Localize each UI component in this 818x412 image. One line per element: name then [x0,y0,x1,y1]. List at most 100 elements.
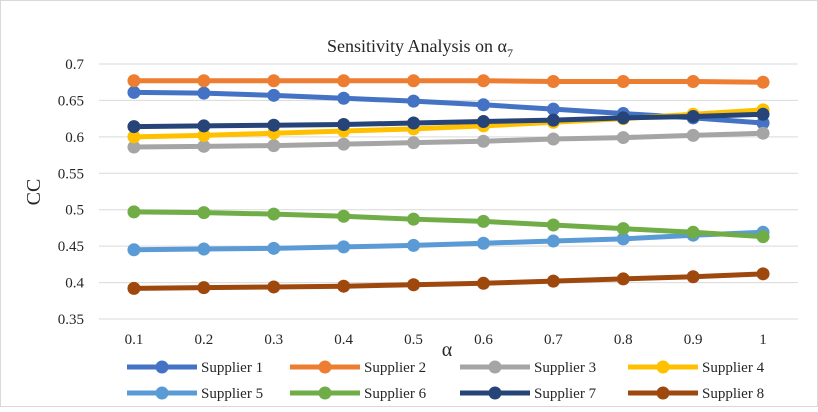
series-line [131,78,766,85]
data-point [197,206,211,220]
legend-item: Supplier 1 [127,360,263,376]
legend-item: Supplier 5 [127,386,263,402]
legend-swatch-marker [155,360,169,374]
series-6 [127,205,770,244]
series-3 [127,126,770,154]
chart-title-text: Sensitivity Analysis on α [327,36,508,56]
data-point [546,113,560,127]
data-point [546,274,560,288]
data-point [476,74,490,88]
legend-item: Supplier 8 [628,386,764,402]
x-tick-label: 0.6 [474,332,493,348]
data-point [267,139,281,153]
data-point [616,272,630,286]
x-tick-label: 0.2 [194,332,213,348]
x-tick-label: 1 [759,332,767,348]
data-point [476,115,490,129]
data-point [686,74,700,88]
legend-swatch-marker [155,386,169,400]
data-point [337,137,351,151]
data-point [337,91,351,105]
series-lines [127,74,770,295]
series-line [131,111,766,130]
legend-label: Supplier 5 [201,386,263,402]
data-point [127,74,141,88]
legend-item: Supplier 7 [460,386,597,402]
legend-item: Supplier 4 [628,360,765,376]
legend-label: Supplier 2 [364,360,426,376]
series-line [131,130,766,150]
chart-title-subscript: 7 [507,46,513,60]
data-point [686,225,700,239]
data-point [756,230,770,244]
data-point [616,222,630,236]
data-point [616,131,630,145]
y-tick-label: 0.6 [65,130,84,146]
data-point [267,88,281,102]
data-point [407,212,421,226]
series-line [131,229,766,253]
data-point [337,74,351,88]
x-axis-ticks: 0.1 0.2 0.3 0.4 0.5 0.6 0.7 0.8 0.9 1 [125,332,767,348]
y-axis-title: CC [23,179,45,206]
x-tick-label: 0.1 [125,332,144,348]
data-point [407,94,421,108]
data-point [756,107,770,121]
data-point [337,209,351,223]
data-point [127,281,141,295]
gridlines [99,63,798,320]
series-2 [127,74,770,89]
data-point [267,280,281,294]
data-point [546,132,560,146]
data-point [546,102,560,116]
data-point [476,236,490,250]
legend-swatch-marker [488,360,502,374]
series-5 [127,225,770,257]
data-point [127,205,141,219]
chart-title: Sensitivity Analysis on α7 [327,36,513,60]
legend-label: Supplier 1 [201,360,263,376]
x-tick-label: 0.4 [334,332,353,348]
legend-swatch-marker [318,360,332,374]
y-tick-label: 0.4 [65,276,84,292]
x-tick-label: 0.8 [614,332,633,348]
legend-swatch-marker [656,386,670,400]
x-tick-label: 0.5 [404,332,423,348]
data-point [197,119,211,133]
y-axis-ticks: 0.35 0.4 0.45 0.5 0.55 0.6 0.65 0.7 [58,57,85,328]
data-point [476,134,490,148]
y-tick-label: 0.65 [58,93,84,109]
y-tick-label: 0.5 [65,203,84,219]
data-point [476,98,490,112]
data-point [756,75,770,89]
legend-item: Supplier 6 [290,386,427,402]
data-point [756,267,770,281]
series-line [131,271,766,291]
data-point [197,74,211,88]
data-point [616,232,630,246]
legend-label: Supplier 4 [702,360,765,376]
x-axis-title: α [442,339,453,361]
data-point [337,240,351,254]
data-point [197,281,211,295]
y-tick-label: 0.35 [58,312,84,328]
data-point [616,111,630,125]
data-point [127,243,141,257]
data-point [407,136,421,150]
data-point [267,207,281,221]
x-tick-label: 0.9 [684,332,703,348]
legend-label: Supplier 7 [534,386,597,402]
y-tick-label: 0.45 [58,239,84,255]
y-tick-label: 0.7 [65,57,84,73]
data-point [197,139,211,153]
data-point [127,120,141,134]
data-point [197,128,211,142]
x-tick-label: 0.7 [544,332,563,348]
legend-label: Supplier 3 [534,360,596,376]
data-point [197,86,211,100]
data-point [476,214,490,228]
data-point [686,109,700,123]
